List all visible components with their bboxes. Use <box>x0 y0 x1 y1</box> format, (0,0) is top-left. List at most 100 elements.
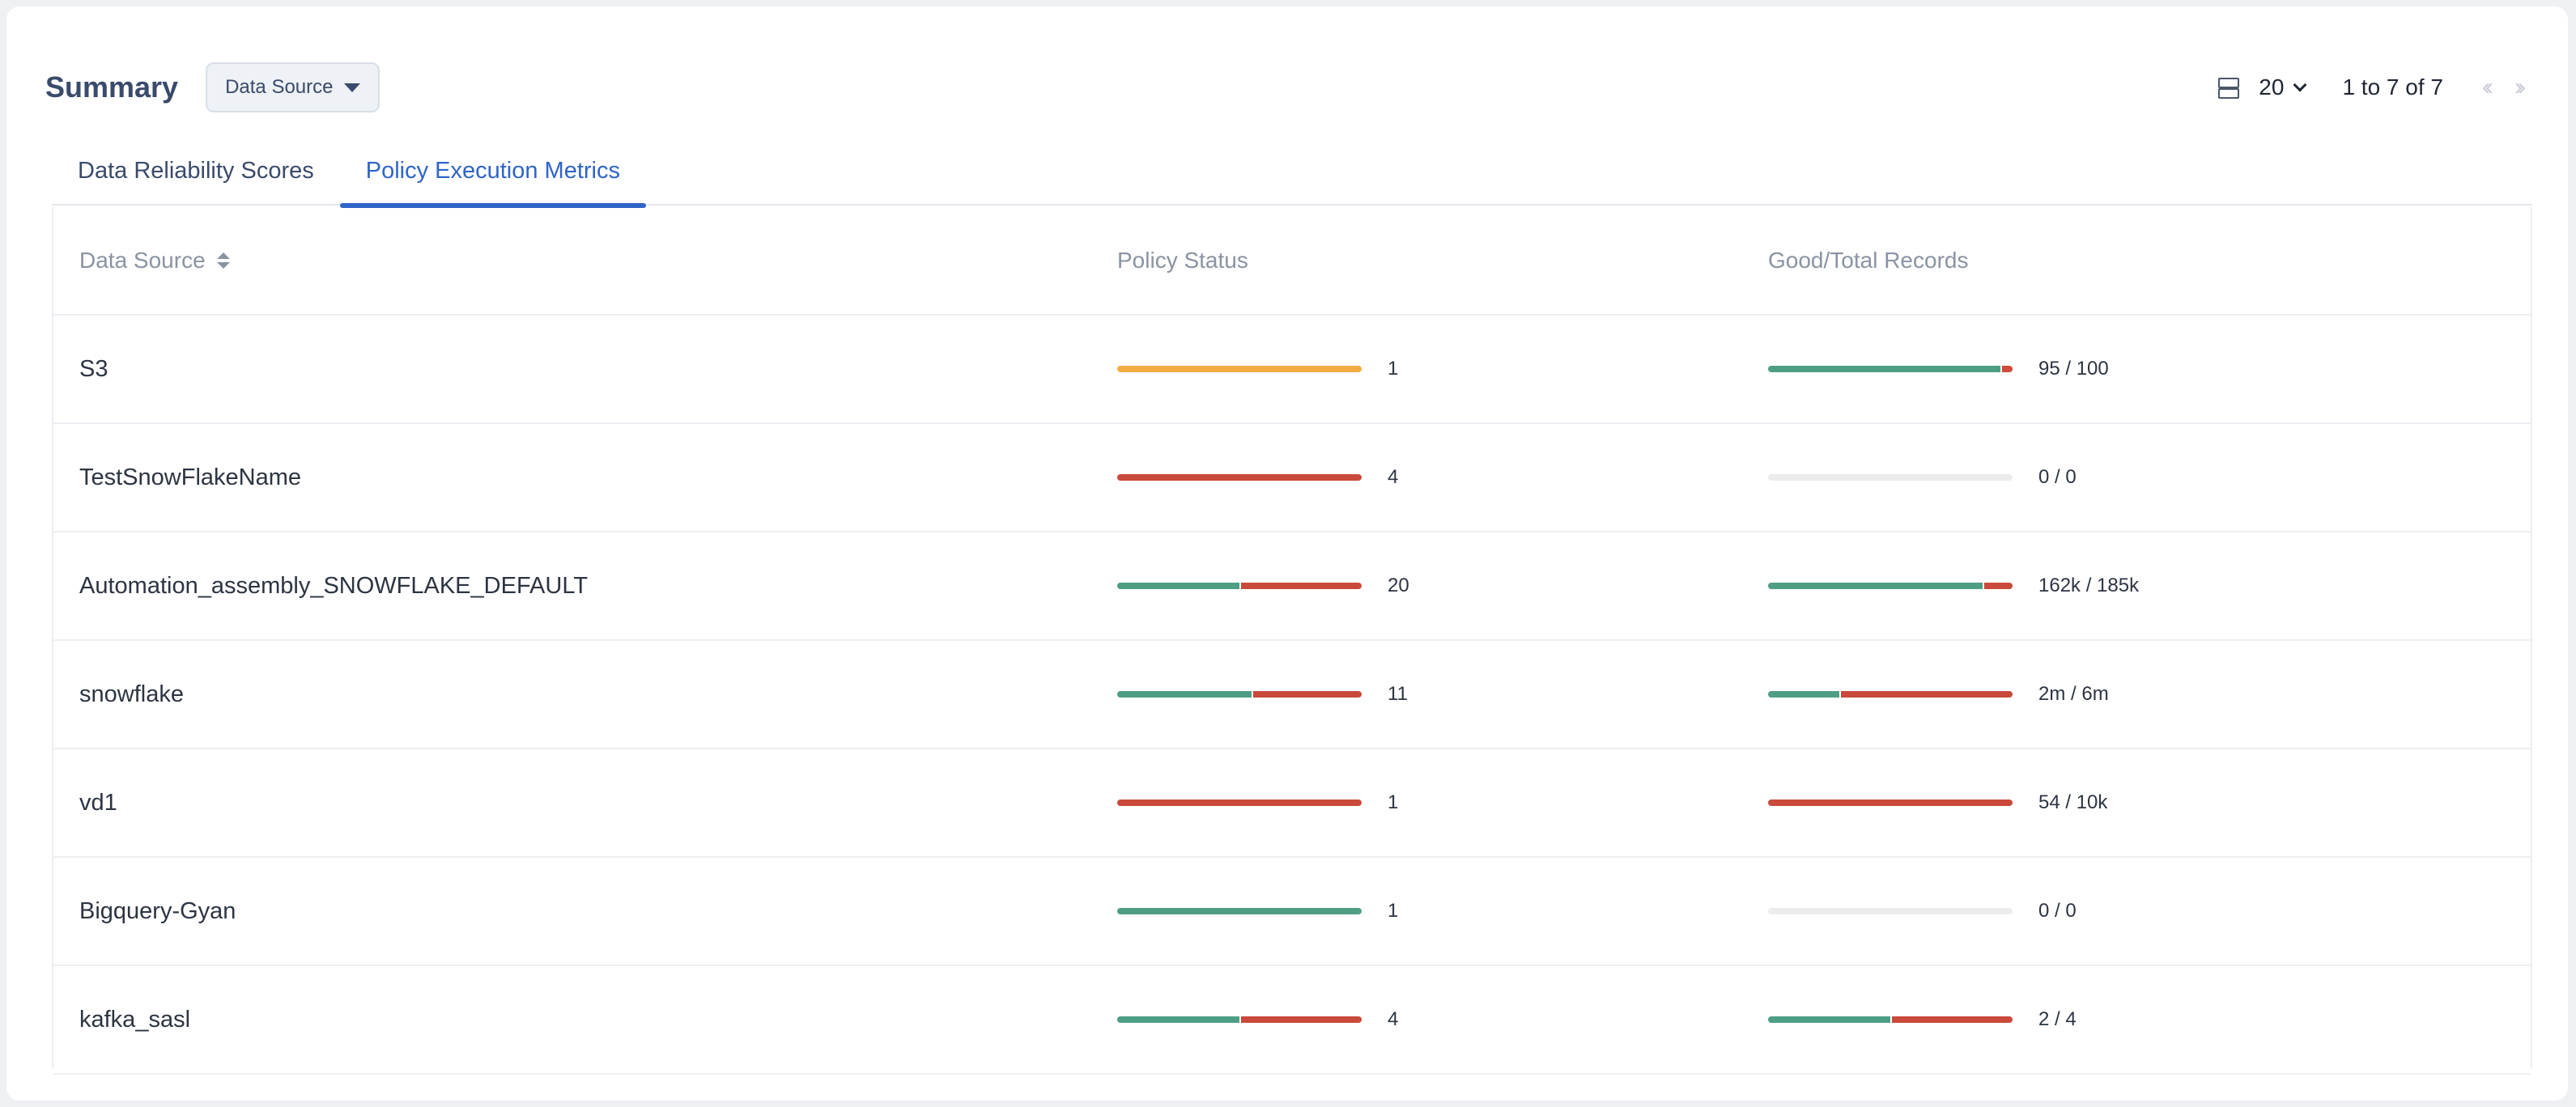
data-source-name: TestSnowFlakeName <box>79 464 301 490</box>
tab-policy-execution-metrics[interactable]: Policy Execution Metrics <box>339 136 647 208</box>
bar-segment <box>1890 1016 2013 1023</box>
tab-data-reliability-scores[interactable]: Data Reliability Scores <box>78 157 314 184</box>
policy-status-bar <box>1117 474 1362 481</box>
policy-count: 4 <box>1388 1008 1399 1030</box>
policy-status-bar <box>1117 366 1362 372</box>
chevron-down-icon <box>2293 78 2307 92</box>
data-source-name: vd1 <box>79 789 117 816</box>
policy-status-cell: 4 <box>1117 424 1398 531</box>
bar-segment <box>1117 691 1252 698</box>
table-row[interactable]: Automation_assembly_SNOWFLAKE_DEFAULT 20 1… <box>53 532 2531 641</box>
policy-status-bar <box>1117 800 1362 806</box>
policy-count: 1 <box>1388 900 1399 922</box>
table-body: S3 1 95 / 100 TestSnowFlakeName 4 0 / 0 Automa… <box>53 316 2531 1075</box>
records-bar <box>1768 691 2013 698</box>
bar-segment <box>1838 691 2013 698</box>
page-title: Summary <box>45 70 179 104</box>
policy-count: 20 <box>1388 575 1409 596</box>
bar-segment <box>1117 366 1362 372</box>
next-page-icon[interactable]: ›› <box>2514 74 2526 100</box>
records-cell: 2m / 6m <box>1768 641 2109 748</box>
policy-status-bar <box>1117 908 1362 914</box>
table-row[interactable]: snowflake 11 2m / 6m <box>53 641 2531 749</box>
rows-icon <box>2217 77 2240 99</box>
bar-segment <box>1768 800 2013 806</box>
table-header: Data Source Policy Status Good/Total Rec… <box>53 207 2531 316</box>
policy-status-bar <box>1117 583 1362 589</box>
prev-page-icon[interactable]: ‹‹ <box>2482 74 2493 100</box>
table-row[interactable]: kafka_sasl 4 2 / 4 <box>53 966 2531 1075</box>
bar-segment <box>1768 691 1839 698</box>
bar-segment <box>2000 366 2013 372</box>
data-source-name: Automation_assembly_SNOWFLAKE_DEFAULT <box>79 572 589 599</box>
records-bar <box>1768 1016 2013 1023</box>
records-ratio: 2m / 6m <box>2038 683 2109 705</box>
records-ratio: 162k / 185k <box>2038 575 2140 596</box>
bar-segment <box>1252 691 1362 698</box>
records-ratio: 0 / 0 <box>2038 900 2077 922</box>
records-cell: 95 / 100 <box>1768 316 2109 422</box>
summary-header: Summary Data Source 20 1 to 7 of 7 ‹‹ ›› <box>45 60 2532 115</box>
records-bar <box>1768 474 2013 481</box>
tab-bar: Data Reliability Scores Policy Execution … <box>52 136 2532 208</box>
records-bar <box>1768 583 2013 589</box>
records-bar <box>1768 908 2013 914</box>
records-ratio: 54 / 10k <box>2038 791 2108 813</box>
summary-card: Summary Data Source 20 1 to 7 of 7 ‹‹ ››… <box>6 6 2568 1101</box>
sort-icon[interactable] <box>216 252 230 269</box>
policy-status-cell: 20 <box>1117 532 1409 639</box>
policy-status-cell: 11 <box>1117 641 1408 748</box>
records-cell: 2 / 4 <box>1768 966 2077 1073</box>
data-source-dropdown-label: Data Source <box>225 76 334 98</box>
bar-segment <box>1768 1016 1890 1023</box>
table-row[interactable]: Bigquery-Gyan 1 0 / 0 <box>53 858 2531 966</box>
bar-segment <box>1117 908 1362 914</box>
policy-status-bar <box>1117 691 1362 698</box>
column-header-policy-status: Policy Status <box>1117 248 1248 273</box>
bar-segment <box>1982 583 2013 589</box>
policy-status-cell: 1 <box>1117 749 1398 856</box>
bar-segment <box>1239 583 1362 589</box>
pagination: 20 1 to 7 of 7 ‹‹ ›› <box>2217 74 2532 101</box>
records-cell: 0 / 0 <box>1768 424 2077 531</box>
metrics-table: Data Source Policy Status Good/Total Rec… <box>52 207 2532 1075</box>
records-ratio: 2 / 4 <box>2038 1008 2077 1030</box>
page-range-text: 1 to 7 of 7 <box>2342 74 2443 100</box>
bar-segment <box>1239 1016 1362 1023</box>
policy-status-cell: 4 <box>1117 966 1398 1073</box>
records-ratio: 0 / 0 <box>2038 466 2077 488</box>
table-row[interactable]: TestSnowFlakeName 4 0 / 0 <box>53 424 2531 532</box>
data-source-name: S3 <box>79 355 108 382</box>
policy-count: 4 <box>1388 466 1399 488</box>
bar-segment <box>1117 474 1362 481</box>
records-ratio: 95 / 100 <box>2038 358 2109 380</box>
column-header-good-total-records: Good/Total Records <box>1768 248 1969 273</box>
records-cell: 54 / 10k <box>1768 749 2107 856</box>
bar-segment <box>1768 366 2000 372</box>
policy-status-cell: 1 <box>1117 858 1398 965</box>
bar-segment <box>1117 800 1362 806</box>
records-bar <box>1768 366 2013 372</box>
policy-count: 1 <box>1388 358 1399 380</box>
policy-count: 11 <box>1388 683 1408 705</box>
policy-count: 1 <box>1388 791 1399 813</box>
table-row[interactable]: S3 1 95 / 100 <box>53 316 2531 424</box>
page-nav: ‹‹ ›› <box>2471 74 2532 101</box>
data-source-name: kafka_sasl <box>79 1006 191 1033</box>
table-row[interactable]: vd1 1 54 / 10k <box>53 749 2531 858</box>
caret-down-icon <box>344 83 361 92</box>
page-size-select[interactable]: 20 <box>2259 74 2307 100</box>
bar-segment <box>1117 583 1239 589</box>
data-source-name: Bigquery-Gyan <box>79 897 236 924</box>
column-header-data-source[interactable]: Data Source <box>79 207 230 314</box>
policy-status-cell: 1 <box>1117 316 1398 422</box>
records-cell: 0 / 0 <box>1768 858 2077 965</box>
page-size-value: 20 <box>2259 74 2285 100</box>
policy-status-bar <box>1117 1016 1362 1023</box>
records-bar <box>1768 800 2013 806</box>
bar-segment <box>1768 583 1983 589</box>
records-cell: 162k / 185k <box>1768 532 2139 639</box>
bar-segment <box>1117 1016 1239 1023</box>
data-source-name: snowflake <box>79 681 184 707</box>
data-source-dropdown[interactable]: Data Source <box>206 62 380 112</box>
